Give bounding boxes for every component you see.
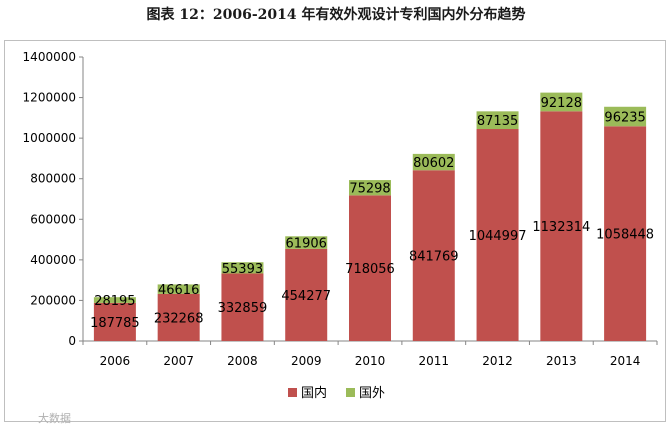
legend-swatch bbox=[346, 388, 355, 397]
watermark-text: 大数据 bbox=[38, 412, 71, 425]
bar-domestic bbox=[412, 170, 455, 341]
bar-domestic bbox=[285, 248, 328, 341]
x-tick-label: 2011 bbox=[419, 354, 450, 368]
data-label-domestic: 841769 bbox=[409, 250, 459, 265]
x-tick-label: 2006 bbox=[100, 354, 131, 368]
data-label-domestic: 232268 bbox=[154, 311, 204, 326]
bar-foreign bbox=[221, 262, 264, 274]
y-tick-label: 1000000 bbox=[23, 131, 76, 145]
data-label-domestic: 1044997 bbox=[469, 229, 527, 244]
bar-foreign bbox=[285, 236, 328, 249]
bar-foreign bbox=[157, 284, 200, 294]
x-tick-label: 2014 bbox=[610, 354, 641, 368]
y-tick-label: 800000 bbox=[30, 172, 76, 186]
bar-foreign bbox=[412, 153, 455, 171]
data-label-foreign: 96235 bbox=[604, 111, 645, 126]
x-tick-label: 2013 bbox=[546, 354, 577, 368]
data-label-domestic: 187785 bbox=[90, 316, 140, 331]
data-label-foreign: 80602 bbox=[413, 156, 454, 171]
x-tick-label: 2007 bbox=[163, 354, 194, 368]
data-label-foreign: 46616 bbox=[158, 283, 199, 298]
bar-foreign bbox=[540, 92, 583, 112]
data-label-domestic: 1058448 bbox=[596, 228, 654, 243]
legend-label: 国内 bbox=[301, 385, 327, 401]
bar-foreign bbox=[93, 297, 136, 303]
x-tick-label: 2009 bbox=[291, 354, 322, 368]
data-label-foreign: 87135 bbox=[477, 114, 518, 129]
bar-domestic bbox=[349, 195, 391, 341]
y-tick-label: 1400000 bbox=[23, 50, 76, 64]
y-tick-label: 200000 bbox=[30, 293, 76, 307]
data-label-foreign: 75298 bbox=[349, 182, 390, 197]
data-label-domestic: 454277 bbox=[281, 289, 331, 304]
x-tick-label: 2012 bbox=[482, 354, 513, 368]
x-tick-label: 2010 bbox=[355, 354, 386, 368]
data-label-domestic: 332859 bbox=[218, 301, 268, 316]
data-label-foreign: 28195 bbox=[94, 294, 135, 309]
bar-domestic bbox=[157, 293, 200, 341]
bar-domestic bbox=[93, 302, 136, 341]
bar-domestic bbox=[476, 129, 519, 341]
y-tick-label: 1200000 bbox=[23, 91, 76, 105]
legend-label: 国外 bbox=[359, 386, 385, 401]
y-tick-label: 0 bbox=[68, 334, 76, 348]
y-tick-label: 600000 bbox=[30, 212, 76, 226]
chart-title: 图表 12：2006-2014 年有效外观设计专利国内外分布趋势 bbox=[146, 7, 526, 23]
legend-swatch bbox=[288, 388, 297, 397]
chart-frame: 0 200000 400000 600000 800000 1000000 1200000 1… bbox=[4, 40, 666, 422]
y-tick-label: 400000 bbox=[30, 253, 76, 267]
bar-foreign bbox=[349, 180, 391, 196]
data-label-foreign: 92128 bbox=[541, 96, 582, 111]
bar-domestic bbox=[540, 111, 583, 341]
bar-foreign bbox=[604, 106, 647, 127]
data-label-domestic: 1132314 bbox=[532, 220, 590, 235]
bar-domestic bbox=[221, 273, 264, 341]
data-label-domestic: 718056 bbox=[345, 262, 395, 277]
bar-domestic bbox=[604, 126, 647, 342]
data-label-foreign: 61906 bbox=[286, 237, 327, 252]
stacked-bar-chart: 0 200000 400000 600000 800000 1000000 1200000 1… bbox=[23, 50, 658, 401]
bar-foreign bbox=[476, 111, 519, 130]
data-label-foreign: 55393 bbox=[222, 262, 263, 277]
x-tick-label: 2008 bbox=[227, 354, 258, 368]
